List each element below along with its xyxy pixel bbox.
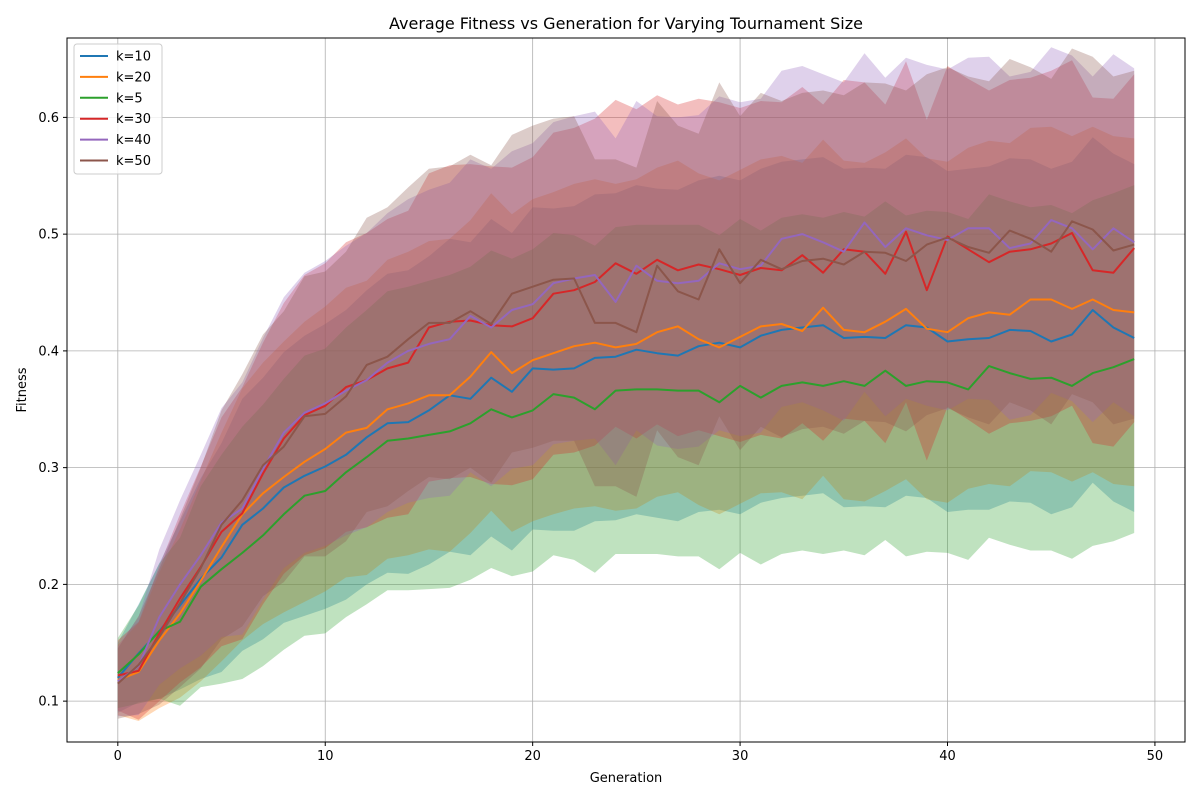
x-tick-label: 30 bbox=[732, 749, 749, 764]
y-axis: 0.1 0.2 0.3 0.4 0.5 0.6 bbox=[38, 111, 67, 710]
line-k=30 bbox=[117, 230, 1135, 677]
legend-label-k=20: k=20 bbox=[116, 70, 151, 85]
y-tick-label: 0.4 bbox=[38, 344, 59, 359]
y-tick-label: 0.2 bbox=[38, 578, 59, 593]
line-k=50 bbox=[117, 220, 1135, 685]
y-tick-label: 0.6 bbox=[38, 111, 59, 126]
chart-title: Average Fitness vs Generation for Varyin… bbox=[389, 14, 863, 33]
legend-label-k=5: k=5 bbox=[116, 91, 143, 106]
band-k=40 bbox=[117, 47, 1135, 717]
y-tick-label: 0.1 bbox=[38, 695, 59, 710]
line-k=40 bbox=[117, 219, 1135, 683]
legend-label-k=40: k=40 bbox=[116, 133, 151, 148]
line-k=20 bbox=[117, 298, 1135, 682]
series-lines bbox=[117, 219, 1135, 685]
grid-lines bbox=[67, 38, 1185, 742]
x-axis-label: Generation bbox=[590, 771, 663, 786]
x-tick-label: 40 bbox=[939, 749, 956, 764]
x-tick-label: 10 bbox=[317, 749, 334, 764]
band-k=50 bbox=[117, 48, 1135, 719]
plot-frame bbox=[66, 37, 1186, 743]
x-tick-label: 50 bbox=[1147, 749, 1164, 764]
x-tick-label: 0 bbox=[114, 749, 122, 764]
band-k=5 bbox=[117, 185, 1135, 709]
line-k=10 bbox=[117, 309, 1135, 679]
legend-label-k=30: k=30 bbox=[116, 112, 151, 127]
y-tick-label: 0.3 bbox=[38, 461, 59, 476]
y-tick-label: 0.5 bbox=[38, 228, 59, 243]
band-k=10 bbox=[117, 137, 1135, 713]
legend-label-k=50: k=50 bbox=[116, 154, 151, 169]
x-axis: 0 10 20 30 40 50 bbox=[114, 742, 1164, 764]
line-k=5 bbox=[117, 358, 1135, 674]
legend: k=10 k=20 k=5 k=30 k=40 k=50 bbox=[73, 43, 163, 175]
band-k=20 bbox=[117, 126, 1135, 721]
legend-label-k=10: k=10 bbox=[116, 50, 151, 65]
y-axis-label: Fitness bbox=[15, 367, 30, 412]
x-tick-label: 20 bbox=[524, 749, 541, 764]
